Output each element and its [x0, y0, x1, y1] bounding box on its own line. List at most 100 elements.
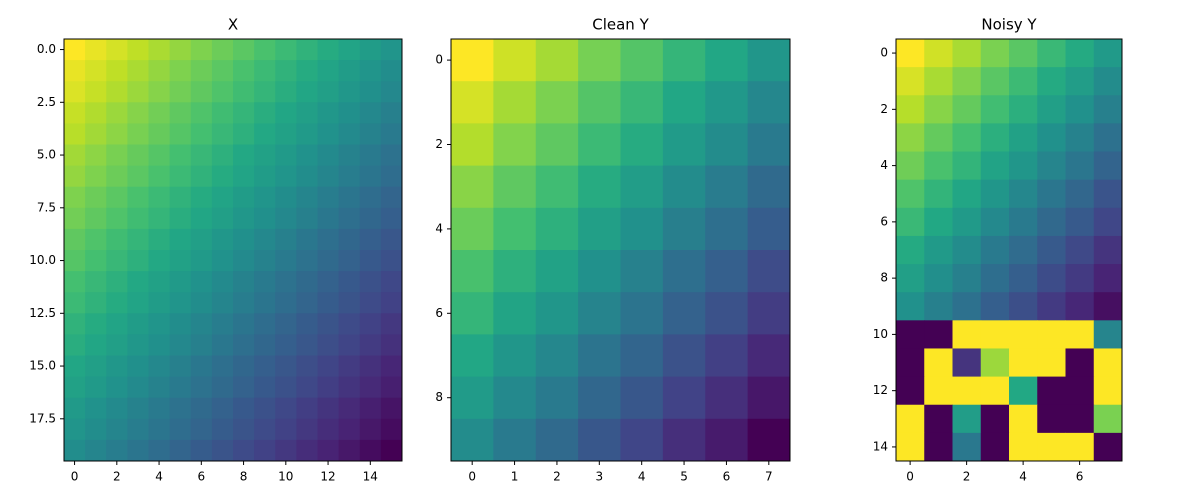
heatmap-cell [296, 186, 318, 209]
y-tick-label: 6 [880, 214, 888, 228]
heatmap-cell [127, 355, 149, 378]
x-tick-label: 4 [155, 470, 163, 484]
heatmap-cell [127, 123, 149, 145]
heatmap-cell [747, 123, 791, 167]
heatmap-cell [296, 355, 318, 378]
heatmap-cell [896, 264, 925, 293]
heatmap-cell [211, 376, 234, 399]
heatmap-cell [924, 123, 953, 153]
heatmap-cell [254, 250, 276, 272]
heatmap-cell [1009, 207, 1038, 237]
heatmap-cell [127, 313, 149, 335]
heatmap-cell [338, 165, 361, 188]
heatmap-cell [952, 67, 982, 96]
heatmap-cell [535, 207, 579, 251]
chart-title: Noisy Y [981, 16, 1037, 34]
heatmap-cell [359, 228, 382, 251]
heatmap-cell [952, 432, 982, 462]
heatmap-cell [233, 355, 255, 378]
heatmap-cell [578, 418, 621, 462]
x-tick-label: 14 [363, 470, 378, 484]
heatmap-cell [64, 355, 86, 378]
heatmap-cell [106, 292, 128, 314]
heatmap-cell [338, 228, 361, 251]
heatmap-cell [1009, 95, 1038, 124]
heatmap-cell [275, 355, 297, 378]
heatmap-cell [662, 292, 706, 335]
heatmap-cell [338, 418, 361, 441]
heatmap-cell [493, 165, 537, 209]
heatmap-cell [211, 271, 234, 293]
heatmap-cell [747, 207, 791, 251]
heatmap-cell [1065, 264, 1095, 293]
heatmap-cell [338, 102, 361, 124]
heatmap-cell [254, 102, 276, 124]
heatmap-cell [359, 376, 382, 399]
heatmap-cell [169, 186, 192, 209]
heatmap-cell [705, 418, 749, 462]
heatmap-cell [1065, 179, 1095, 209]
heatmap-cell [127, 397, 149, 420]
heatmap-cell [190, 102, 213, 124]
heatmap-cell [190, 250, 213, 272]
heatmap-cell [233, 81, 255, 103]
heatmap-cell [493, 292, 537, 335]
heatmap-cell [1093, 95, 1123, 124]
heatmap-cell [1093, 179, 1123, 209]
heatmap-cell [85, 439, 107, 462]
heatmap-cell [952, 95, 982, 124]
heatmap-cell [106, 39, 128, 61]
heatmap-cell [275, 60, 297, 82]
heatmap-cell [190, 81, 213, 103]
heatmap-cell [896, 67, 925, 96]
heatmap-cell [106, 144, 128, 167]
heatmap-cell [952, 320, 982, 349]
heatmap-cell [980, 292, 1010, 321]
heatmap-cell [924, 320, 953, 349]
heatmap-cell [85, 355, 107, 378]
heatmap-cell [705, 207, 749, 251]
heatmap-cell [148, 376, 171, 399]
heatmap-cell [317, 439, 340, 462]
heatmap-cell [535, 39, 579, 82]
heatmap-cell [578, 292, 621, 335]
heatmap-cell [705, 334, 749, 378]
heatmap-cell [705, 123, 749, 167]
heatmap-cell [127, 250, 149, 272]
heatmap-cell [148, 123, 171, 145]
heatmap-cell [148, 439, 171, 462]
heatmap-cell [317, 186, 340, 209]
heatmap-cell [980, 320, 1010, 349]
heatmap-cell [924, 67, 953, 96]
heatmap-cell [451, 376, 494, 420]
heatmap-cell [535, 165, 579, 209]
heatmap-cell [924, 207, 953, 237]
x-tick-label: 5 [680, 470, 688, 484]
heatmap-cell [296, 313, 318, 335]
heatmap-cell [924, 235, 953, 265]
heatmap-cell [952, 151, 982, 181]
heatmap-cell [254, 376, 276, 399]
heatmap-cell [211, 397, 234, 420]
heatmap-cell [1037, 123, 1066, 153]
heatmap-cell [85, 228, 107, 251]
heatmap-cell [254, 228, 276, 251]
heatmap-cell [233, 292, 255, 314]
heatmap-cell [211, 228, 234, 251]
heatmap-cell [952, 235, 982, 265]
heatmap-cell [620, 376, 664, 420]
heatmap-cell [493, 207, 537, 251]
heatmap-cell [1093, 67, 1123, 96]
heatmap-cell [359, 397, 382, 420]
heatmap-cell [980, 432, 1010, 462]
heatmap-cell [190, 123, 213, 145]
heatmap-cell [190, 271, 213, 293]
heatmap-cell [296, 228, 318, 251]
heatmap-cell [296, 123, 318, 145]
heatmap-cell [1093, 123, 1123, 153]
heatmap-cell [233, 60, 255, 82]
heatmap-cell [705, 250, 749, 293]
heatmap-cell [169, 60, 192, 82]
heatmap-cell [380, 355, 403, 378]
heatmap-cell [1065, 320, 1095, 349]
